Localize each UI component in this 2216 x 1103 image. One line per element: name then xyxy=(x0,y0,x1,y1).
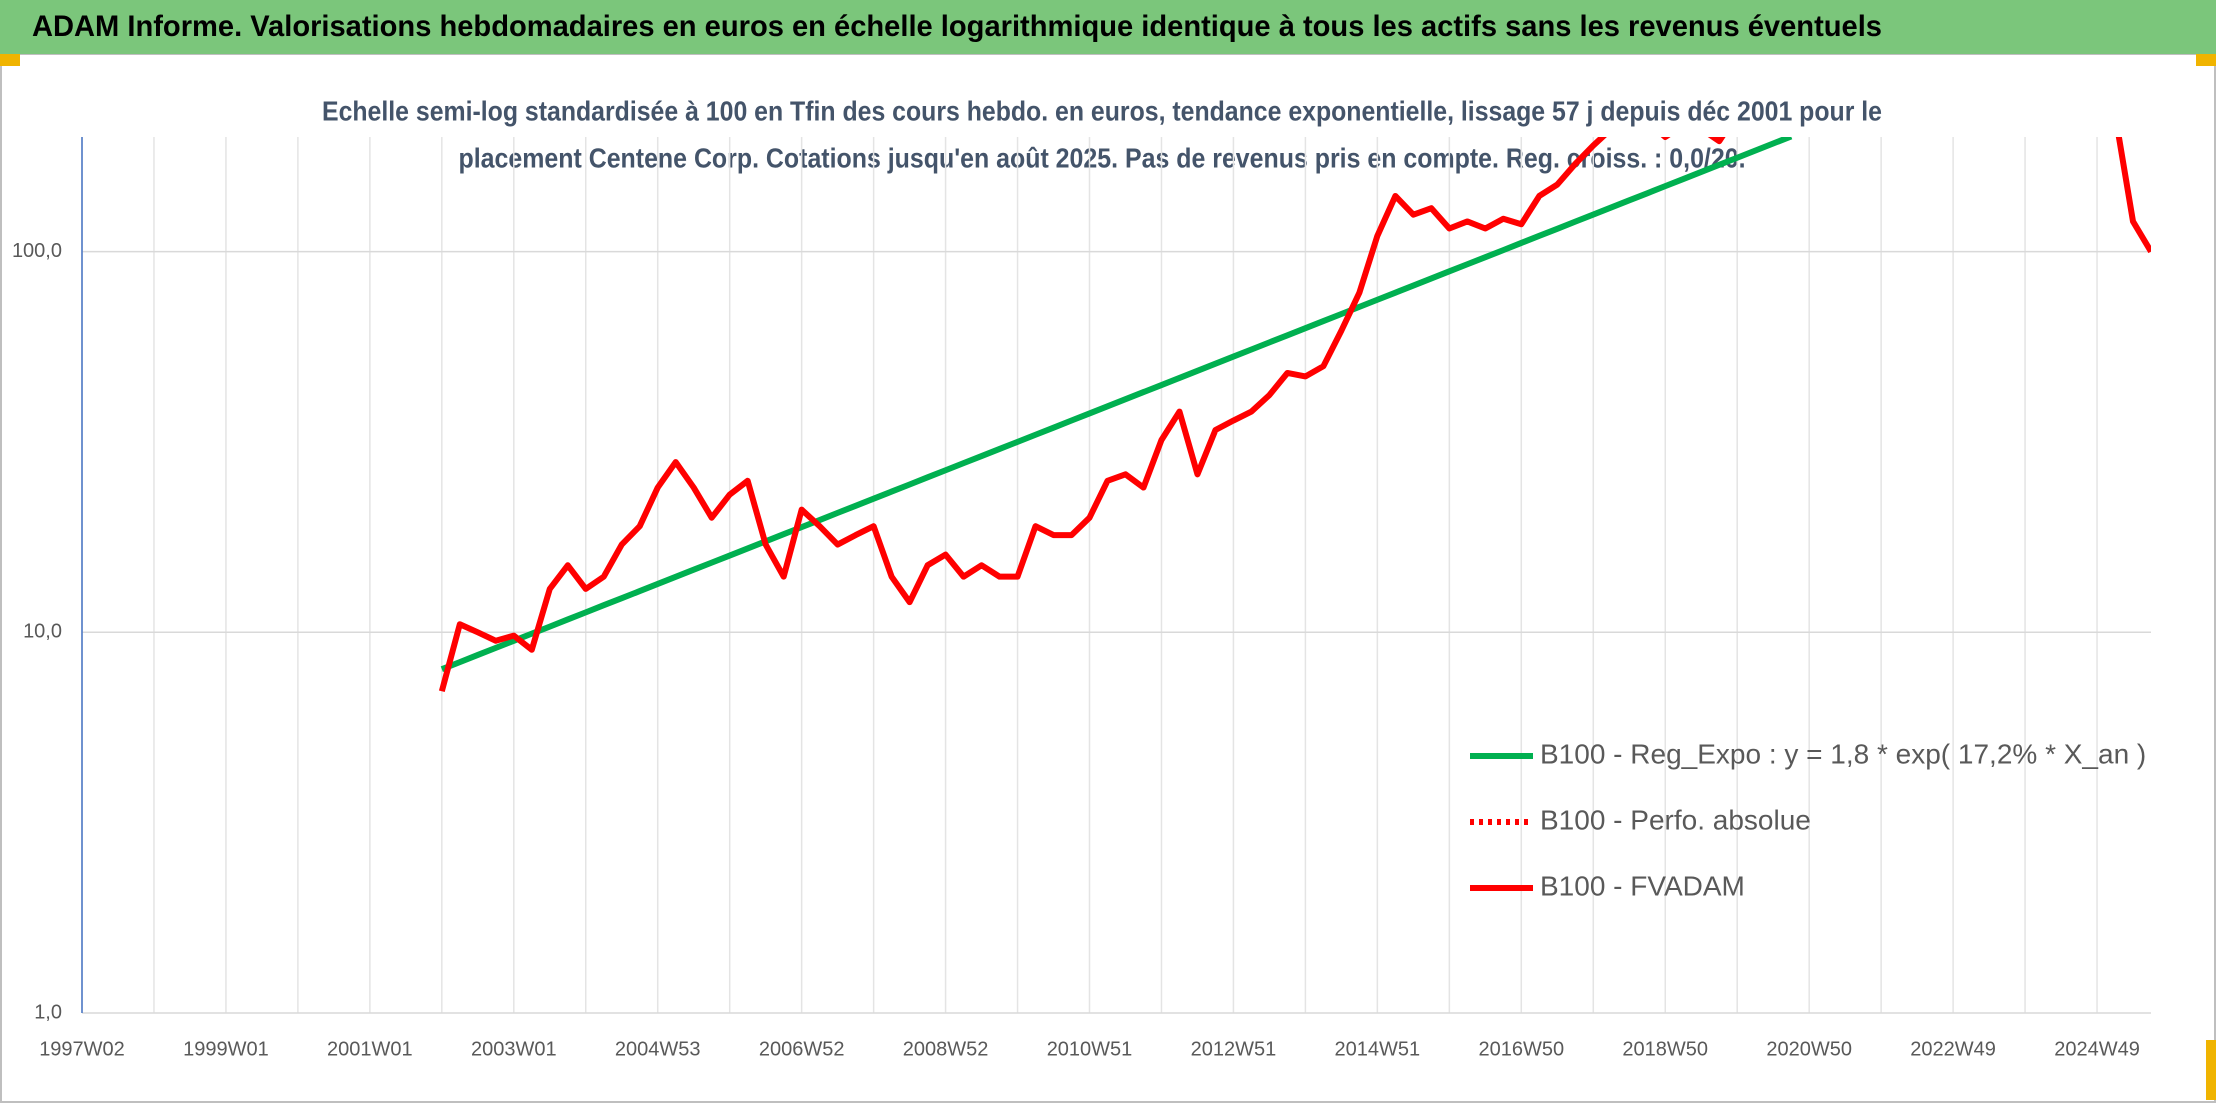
x-tick-label: 2012W51 xyxy=(1191,1038,1277,1060)
corner-marker xyxy=(2196,54,2216,66)
y-tick-label: 1,0 xyxy=(34,1001,62,1023)
header-title: ADAM Informe. Valorisations hebdomadaire… xyxy=(32,10,1882,43)
legend-label: B100 - Reg_Expo : y = 1,8 * exp( 17,2% *… xyxy=(1540,738,2146,769)
corner-marker xyxy=(2206,1040,2216,1100)
legend-label: B100 - Perfo. absolue xyxy=(1540,804,1811,835)
series-line xyxy=(438,137,2151,693)
x-tick-label: 2018W50 xyxy=(1622,1038,1708,1060)
x-tick-label: 2022W49 xyxy=(1910,1038,1996,1060)
x-tick-label: 1999W01 xyxy=(183,1038,269,1060)
x-tick-label: 1997W02 xyxy=(39,1038,125,1060)
legend-label: B100 - FVADAM xyxy=(1540,870,1745,901)
x-tick-label: 2010W51 xyxy=(1047,1038,1133,1060)
chart-subtitle: Echelle semi-log standardisée à 100 en T… xyxy=(322,95,1882,126)
x-tick-label: 2008W52 xyxy=(903,1038,989,1060)
x-tick-label: 2001W01 xyxy=(327,1038,413,1060)
x-tick-label: 2006W52 xyxy=(759,1038,845,1060)
x-tick-label: 2004W53 xyxy=(615,1038,701,1060)
x-tick-label: 2020W50 xyxy=(1766,1038,1852,1060)
x-tick-label: 2014W51 xyxy=(1335,1038,1421,1060)
corner-marker xyxy=(0,54,20,66)
y-tick-label: 10,0 xyxy=(23,621,62,643)
plot-area xyxy=(438,137,2151,693)
x-tick-label: 2016W50 xyxy=(1478,1038,1564,1060)
chart-frame xyxy=(0,53,2216,1103)
y-tick-label: 100,0 xyxy=(12,240,62,262)
header-bar xyxy=(0,0,2216,54)
chart-subtitle: placement Centene Corp. Cotations jusqu'… xyxy=(459,142,1746,173)
x-tick-label: 2024W49 xyxy=(2054,1038,2140,1060)
x-tick-label: 2003W01 xyxy=(471,1038,557,1060)
series-line xyxy=(440,137,1793,672)
